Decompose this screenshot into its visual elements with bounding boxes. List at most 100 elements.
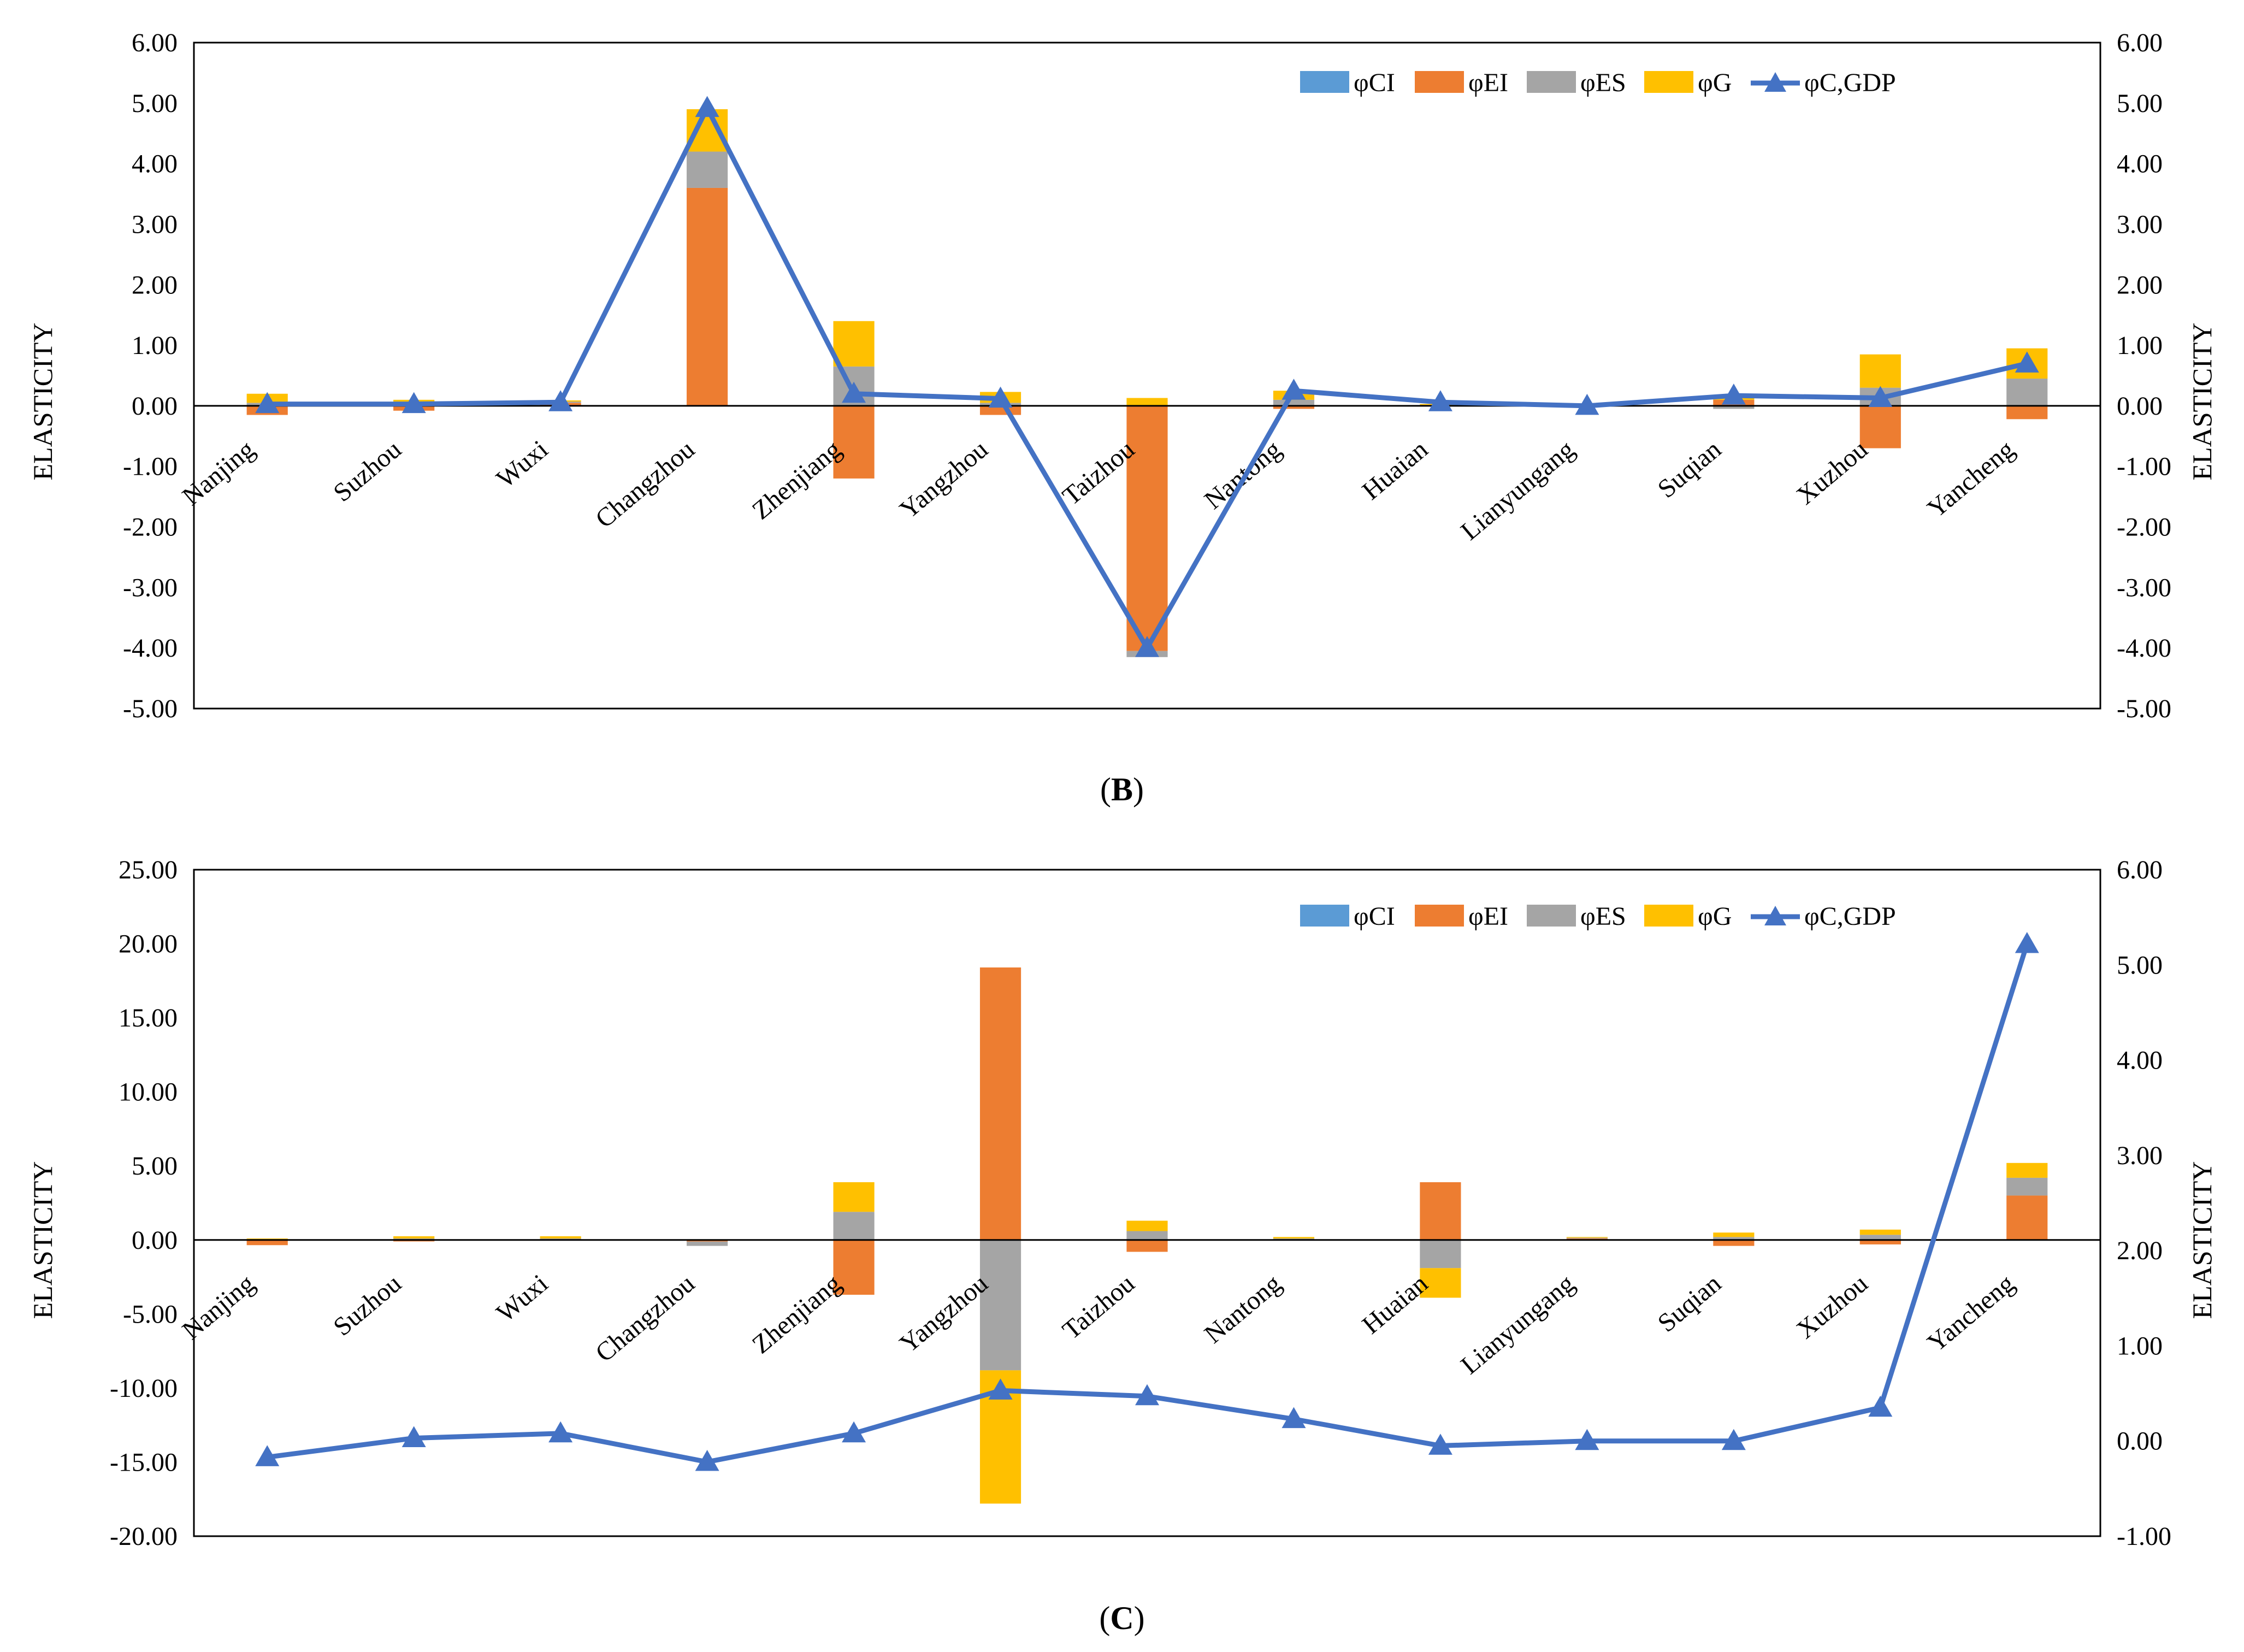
legend-marker-line bbox=[1764, 72, 1786, 92]
legend-label-line: φC,GDP bbox=[1804, 68, 1896, 97]
bar-ei bbox=[1126, 1240, 1168, 1252]
line-point bbox=[1282, 1407, 1306, 1429]
category-label: Suzhou bbox=[328, 435, 406, 508]
bar-es bbox=[1713, 1237, 1755, 1240]
y-tick-label: 3.00 bbox=[132, 210, 178, 239]
line-point bbox=[548, 390, 573, 411]
category-label: Zhenjiang bbox=[747, 1269, 847, 1360]
y2-tick-label: 2.00 bbox=[2117, 1236, 2163, 1265]
bar-g bbox=[1420, 1268, 1461, 1298]
bar-g bbox=[1126, 398, 1168, 406]
y-tick-label: 10.00 bbox=[119, 1078, 178, 1107]
bar-ei bbox=[1859, 1240, 1901, 1244]
category-label: Changzhou bbox=[590, 435, 700, 534]
line-point bbox=[401, 392, 426, 414]
category-label: Yancheng bbox=[1922, 1269, 2019, 1358]
y2-tick-label: 5.00 bbox=[2117, 89, 2163, 118]
bar-ei bbox=[246, 1240, 288, 1246]
y2-tick-label: 0.00 bbox=[2117, 1427, 2163, 1456]
bar-g bbox=[540, 1236, 581, 1239]
legend-label-g: φG bbox=[1698, 68, 1732, 97]
category-label: Suqian bbox=[1652, 1269, 1727, 1338]
bar-g bbox=[1859, 1229, 1901, 1235]
bar-ei bbox=[2006, 405, 2048, 420]
bar-g bbox=[1126, 1220, 1168, 1231]
line-point bbox=[1721, 384, 1746, 405]
chart-panel-c: 25.00 20.00 15.00 10.00 5.00 0.00 -5.00 -10.00 -… bbox=[27, 856, 2217, 1636]
bar-es bbox=[1273, 399, 1315, 406]
y-tick-label: 1.00 bbox=[132, 331, 178, 360]
category-label: Yangzhou bbox=[894, 1269, 994, 1359]
y-tick-label: -10.00 bbox=[110, 1374, 178, 1403]
line-point bbox=[842, 1421, 866, 1443]
bar-es bbox=[687, 151, 728, 188]
line-point bbox=[1721, 1429, 1746, 1450]
y2-tick-label: 6.00 bbox=[2117, 28, 2163, 57]
bar-g bbox=[833, 321, 875, 367]
y-tick-label: 0.00 bbox=[132, 1226, 178, 1255]
category-label: Huaian bbox=[1357, 1269, 1433, 1340]
bar-ei bbox=[687, 187, 728, 406]
y2-tick-label: -1.00 bbox=[2117, 452, 2171, 481]
legend-swatch-g bbox=[1644, 71, 1693, 93]
line-point bbox=[1428, 390, 1452, 411]
legend-label-es: φES bbox=[1580, 68, 1626, 97]
bar-ei bbox=[833, 405, 875, 479]
category-label: Zhenjiang bbox=[747, 435, 847, 526]
legend-label-ei: φEI bbox=[1468, 68, 1508, 97]
line-point bbox=[842, 381, 866, 403]
legend: φCI φEI φES φG φC,GDP bbox=[1300, 68, 1896, 97]
y2-tick-label: -4.00 bbox=[2117, 634, 2171, 663]
bar-ei bbox=[1126, 405, 1168, 651]
y2-tick-label: -5.00 bbox=[2117, 694, 2171, 723]
line-point bbox=[988, 1378, 1013, 1400]
y2-tick-label: 5.00 bbox=[2117, 951, 2163, 980]
line-point bbox=[1868, 1395, 1893, 1417]
y-tick-label: -1.00 bbox=[123, 452, 178, 481]
y2-axis-title: ELASTICITY bbox=[2187, 323, 2217, 481]
legend: φCI φEI φES φG φC,GDP bbox=[1300, 902, 1896, 931]
y2-tick-label: 1.00 bbox=[2117, 331, 2163, 360]
y-tick-label: 4.00 bbox=[132, 150, 178, 179]
bar-ei bbox=[979, 967, 1021, 1240]
bar-g bbox=[393, 1236, 435, 1239]
line-point bbox=[255, 1445, 280, 1466]
legend-swatch-ei bbox=[1415, 905, 1464, 927]
category-label: Yangzhou bbox=[894, 435, 994, 524]
legend-swatch-es bbox=[1527, 71, 1576, 93]
bar-es bbox=[2006, 1177, 2048, 1196]
category-label: Xuzhou bbox=[1791, 1269, 1873, 1344]
y-tick-label: 15.00 bbox=[119, 1004, 178, 1032]
category-label: Nantong bbox=[1199, 1269, 1287, 1349]
line-point bbox=[695, 1450, 719, 1471]
y-tick-label: -3.00 bbox=[123, 573, 178, 602]
legend-swatch-ci bbox=[1300, 71, 1349, 93]
legend-swatch-ci bbox=[1300, 905, 1349, 927]
y2-axis-title: ELASTICITY bbox=[2187, 1161, 2217, 1319]
bar-es bbox=[1713, 405, 1755, 409]
y-tick-label: -15.00 bbox=[110, 1448, 178, 1477]
y2-tick-label: 6.00 bbox=[2117, 856, 2163, 884]
legend-label-g: φG bbox=[1698, 902, 1732, 931]
category-label: Yancheng bbox=[1922, 435, 2019, 524]
line-point bbox=[401, 1426, 426, 1447]
legend-marker-line bbox=[1764, 906, 1786, 925]
category-label: Taizhou bbox=[1057, 1269, 1140, 1346]
category-label: Lianyungang bbox=[1455, 1269, 1580, 1380]
bar-g bbox=[1859, 354, 1901, 388]
panel-caption: (C) bbox=[1099, 1600, 1144, 1636]
bar-ei bbox=[1420, 1182, 1461, 1240]
bar-ei bbox=[833, 1240, 875, 1295]
bar-ei bbox=[2006, 1195, 2048, 1240]
line-point bbox=[695, 96, 719, 117]
bar-g bbox=[2006, 1163, 2048, 1178]
category-label: Changzhou bbox=[590, 1269, 700, 1368]
bar-es bbox=[979, 1240, 1021, 1371]
line-point bbox=[255, 392, 280, 414]
line-point bbox=[1282, 379, 1306, 400]
bar-g bbox=[1713, 1232, 1755, 1237]
line-point bbox=[1868, 386, 1893, 408]
line-point bbox=[1575, 1429, 1599, 1450]
category-label: Huaian bbox=[1357, 435, 1433, 506]
